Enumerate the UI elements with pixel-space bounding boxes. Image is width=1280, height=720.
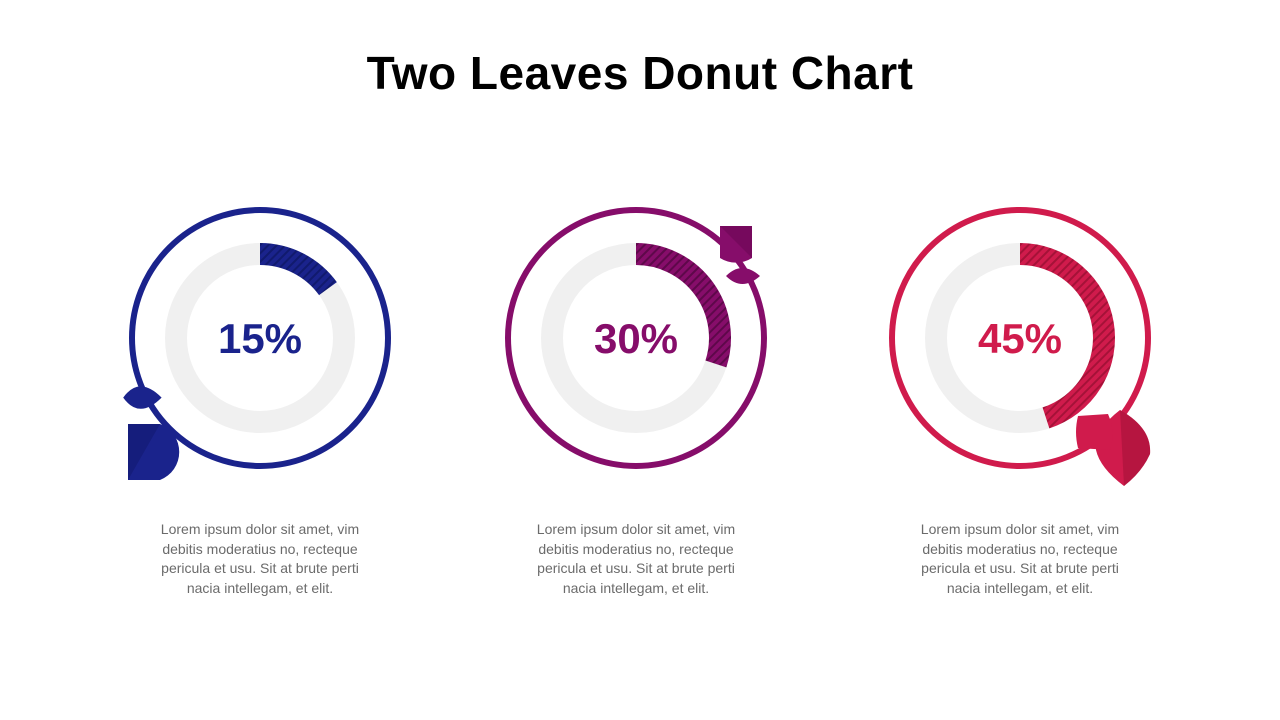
outer-ring [889,207,1151,469]
description-text-2: Lorem ipsum dolor sit amet, vim debitis … [536,521,736,596]
donut-panel-1: 15% Lorem ipsum dolor sit amet, vim debi… [110,190,410,620]
chart-title: Two Leaves Donut Chart [366,47,914,99]
donut-panel-3: 45% Lorem ipsum dolor sit amet, vim debi… [870,190,1170,620]
leaf-decoration [123,386,180,480]
outer-ring [505,207,767,469]
leaf-decoration [1076,410,1151,486]
donut-chart-3: 45% [889,207,1151,486]
donut-value-arc [1019,243,1115,429]
donut-percentage-2: 30% [594,315,678,362]
description-text-3: Lorem ipsum dolor sit amet, vim debitis … [920,521,1120,596]
donut-chart-1: 15% [123,207,391,480]
leaf-decoration [720,226,760,284]
donut-value-arc [259,243,337,296]
outer-ring [129,207,391,469]
donut-value-arc [635,243,731,368]
description-text-1: Lorem ipsum dolor sit amet, vim debitis … [160,521,360,596]
donut-percentage-1: 15% [218,315,302,362]
donut-panel-2: 30% Lorem ipsum dolor sit amet, vim debi… [486,190,786,620]
donut-percentage-3: 45% [978,315,1062,362]
donut-chart-2: 30% [505,207,767,469]
